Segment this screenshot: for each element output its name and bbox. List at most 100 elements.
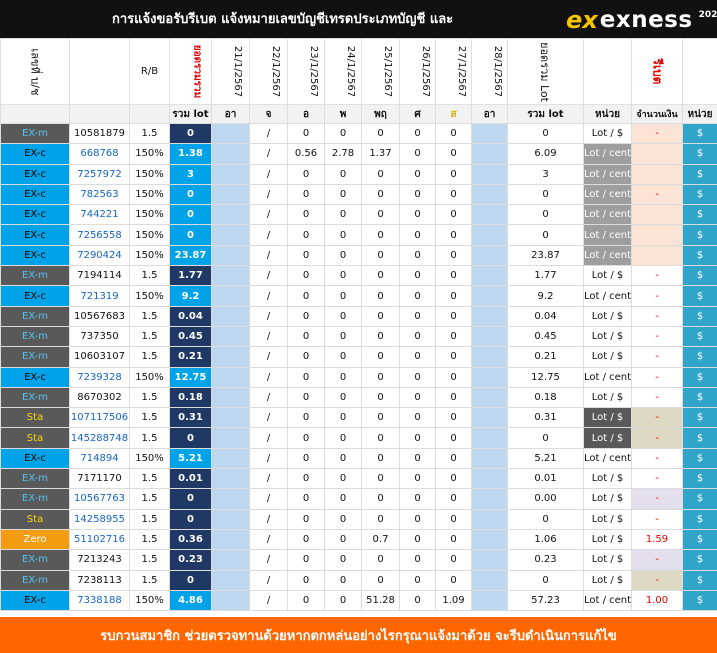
day-wed-cell: 0 [324, 285, 362, 307]
sub-unit2: หน่วย [682, 104, 717, 124]
currency-cell: $ [682, 325, 717, 348]
total-lot-cell: 0 [169, 427, 212, 449]
unit-cell: Lot / cent [583, 224, 632, 246]
rb-cell: 150% [129, 589, 170, 612]
day-thu-cell: 0 [361, 224, 400, 246]
day-sat-cell: 0 [435, 528, 472, 551]
account-type-cell: Zero [0, 528, 70, 551]
rebate-amount-cell: - [631, 346, 683, 368]
day-sun2-cell [471, 508, 508, 530]
account-number-cell: 145288748 [69, 427, 130, 449]
table-row: EX-m 10567683 1.5 0.04/0 0 0 0 0 0.04 Lot / $ - $ [0, 305, 717, 327]
col-header-blank [69, 38, 130, 105]
day-sun-cell [211, 528, 250, 551]
account-type-cell: EX-m [0, 305, 70, 327]
day-thu-cell: 1.37 [361, 143, 400, 165]
rebate-amount-cell: 1.00 [631, 589, 683, 612]
day-thu-cell: 0 [361, 386, 400, 409]
day-mon-cell: / [249, 386, 288, 409]
unit-cell: Lot / cent [583, 183, 632, 206]
rb-cell: 150% [129, 183, 170, 206]
day-tue-cell: 0 [287, 488, 325, 510]
day-sat-cell: 0 [435, 325, 472, 348]
table-row: EX-c 721319 150% 9.2/0 0 0 0 0 9.2 Lot / cent - $ [0, 285, 717, 307]
account-type-cell: EX-c [0, 285, 70, 307]
total-lot-cell: 23.87 [169, 244, 212, 267]
currency-cell: $ [682, 346, 717, 368]
account-type-cell: EX-c [0, 183, 70, 206]
total-lot-cell: 0.18 [169, 386, 212, 409]
day-sun2-cell [471, 427, 508, 449]
sum-lot-cell: 6.09 [507, 143, 584, 165]
unit-cell: Lot / $ [583, 325, 632, 348]
day-sun2-cell [471, 549, 508, 571]
day-tue-cell: 0 [287, 468, 325, 490]
day-mon-cell: / [249, 204, 288, 226]
col-header-date-7: 27/1/2567 [435, 38, 472, 105]
total-lot-cell: 0 [169, 569, 212, 591]
currency-cell: $ [682, 143, 717, 165]
day-wed-cell: 0 [324, 163, 362, 185]
day-wed-cell: 0 [324, 224, 362, 246]
day-wed-cell: 2.78 [324, 143, 362, 165]
sum-lot-cell: 0 [507, 427, 584, 449]
sum-lot-cell: 1.06 [507, 528, 584, 551]
day-sun2-cell [471, 244, 508, 267]
day-thu-cell: 0 [361, 407, 400, 429]
day-sun2-cell [471, 589, 508, 612]
day-sun2-cell [471, 183, 508, 206]
day-sat-cell: 0 [435, 366, 472, 388]
sub-unit: หน่วย [583, 104, 632, 124]
day-wed-cell: 0 [324, 468, 362, 490]
day-wed-cell: 0 [324, 447, 362, 470]
currency-cell: $ [682, 305, 717, 327]
day-sun-cell [211, 427, 250, 449]
account-number-cell: 7239328 [69, 366, 130, 388]
day-mon-cell: / [249, 143, 288, 165]
day-wed-cell: 0 [324, 325, 362, 348]
col-header-unit [583, 38, 632, 105]
table-row: EX-m 7213243 1.5 0.23/0 0 0 0 0 0.23 Lot / $ - $ [0, 549, 717, 571]
account-number-cell: 744221 [69, 204, 130, 226]
day-fri-cell: 0 [399, 224, 436, 246]
day-mon-cell: / [249, 244, 288, 267]
total-lot-cell: 0 [169, 508, 212, 530]
day-wed-cell: 0 [324, 265, 362, 287]
sum-lot-cell: 0 [507, 183, 584, 206]
table-row: EX-c 7338188 150% 4.86/0 0 51.28 0 1.09 57.23 Lot… [0, 589, 717, 612]
unit-cell: Lot / $ [583, 528, 632, 551]
unit-cell: Lot / $ [583, 549, 632, 571]
day-tue-cell: 0.56 [287, 143, 325, 165]
day-sun-cell [211, 163, 250, 185]
rb-cell: 150% [129, 143, 170, 165]
table-row: EX-c 744221 150% 0/0 0 0 0 0 0 Lot / cent $ [0, 204, 717, 226]
currency-cell: $ [682, 122, 717, 145]
day-mon-cell: / [249, 163, 288, 185]
rb-cell: 1.5 [129, 468, 170, 490]
day-sun-cell [211, 407, 250, 429]
day-sun2-cell [471, 265, 508, 287]
total-lot-cell: 1.77 [169, 265, 212, 287]
account-type-cell: EX-m [0, 549, 70, 571]
day-wed-cell: 0 [324, 204, 362, 226]
day-sat-cell: 0 [435, 447, 472, 470]
account-number-cell: 668768 [69, 143, 130, 165]
day-sun2-cell [471, 163, 508, 185]
currency-cell: $ [682, 285, 717, 307]
sub-blank-2 [69, 104, 130, 124]
day-tue-cell: 0 [287, 549, 325, 571]
rebate-amount-cell: - [631, 366, 683, 388]
unit-cell: Lot / $ [583, 265, 632, 287]
day-thu-cell: 51.28 [361, 589, 400, 612]
account-number-cell: 714894 [69, 447, 130, 470]
currency-cell: $ [682, 163, 717, 185]
rb-cell: 1.5 [129, 569, 170, 591]
day-wed-cell: 0 [324, 386, 362, 409]
rebate-amount-cell: 1.59 [631, 528, 683, 551]
account-number-cell: 7338188 [69, 589, 130, 612]
rebate-amount-cell: - [631, 122, 683, 145]
sum-lot-cell: 0.31 [507, 407, 584, 429]
rb-cell: 1.5 [129, 427, 170, 449]
exness-logo: ex exness 2024 [566, 6, 717, 34]
